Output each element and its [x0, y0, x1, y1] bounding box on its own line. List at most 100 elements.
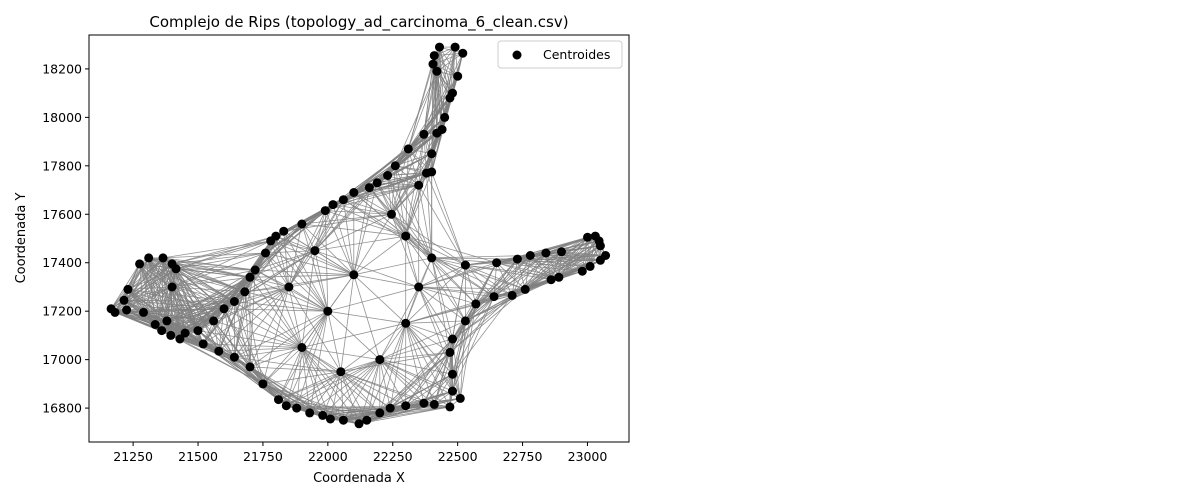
rips-edge [301, 347, 380, 360]
centroid-point [445, 402, 455, 412]
centroid-point [577, 266, 587, 276]
rips-edge [434, 52, 463, 56]
rips-edge [223, 308, 279, 400]
rips-edge [405, 322, 453, 340]
legend-marker [512, 50, 522, 60]
rips-edge [213, 320, 279, 400]
rips-edge [444, 47, 456, 118]
rips-edge [244, 291, 303, 348]
rips-edge [154, 268, 177, 325]
rips-edge [391, 153, 433, 215]
centroid-point [123, 284, 133, 294]
centroid-point [229, 297, 239, 306]
rips-edge [418, 264, 466, 288]
rips-edge [126, 268, 177, 311]
rips-edge [166, 308, 225, 322]
rips-edge [301, 223, 329, 312]
rips-edge [369, 187, 392, 215]
rips-edge [405, 323, 453, 392]
centroid-point [429, 399, 439, 409]
centroid-point [458, 48, 468, 58]
centroid-point [281, 401, 291, 411]
rips-edge [314, 187, 370, 251]
rips-edge [418, 257, 433, 288]
centroid-point [435, 42, 444, 52]
rips-edge [459, 303, 477, 399]
rips-edge [405, 296, 495, 324]
y-axis-label: Coordenada Y [14, 193, 29, 284]
rips-edge [234, 286, 290, 302]
rips-edge [314, 204, 334, 251]
y-tick-label: 17600 [42, 207, 82, 222]
x-tick-label: 22750 [503, 449, 543, 464]
centroid-point [546, 275, 556, 285]
rips-edge [278, 359, 380, 400]
legend-label: Centroides [543, 47, 610, 62]
rips-edge [343, 199, 355, 275]
centroid-point [492, 258, 502, 268]
rips-edge [249, 277, 303, 348]
rips-edge [379, 359, 425, 404]
plot-area [106, 42, 611, 429]
rips-edge [407, 75, 459, 150]
centroid-point [403, 144, 413, 154]
rips-edge [405, 286, 420, 324]
centroid-point [471, 299, 481, 309]
rips-edge [314, 250, 419, 288]
rips-edge [327, 286, 419, 312]
rips-edge [314, 210, 326, 251]
centroid-point [460, 260, 470, 270]
rips-edge [126, 286, 173, 311]
rips-edge [496, 262, 559, 278]
rips-edge [517, 258, 552, 281]
rips-edge [407, 63, 434, 150]
rips-edge [197, 330, 279, 400]
rips-edge [390, 406, 450, 409]
rips-edge [171, 252, 266, 288]
centroid-point [240, 287, 250, 297]
rips-edge [432, 64, 438, 134]
centroid-point [401, 318, 411, 328]
rips-edge [244, 274, 354, 293]
rips-edge [454, 47, 459, 77]
x-axis-label: Coordenada X [313, 471, 405, 486]
centroid-point [258, 379, 268, 389]
rips-edge [343, 199, 392, 215]
rips-edge [379, 320, 466, 360]
rips-edge [270, 240, 354, 276]
centroid-point [349, 188, 359, 197]
centroid-point [453, 71, 463, 81]
chart-title: Complejo de Rips (topology_ad_carcinoma_… [149, 13, 568, 32]
rips-edge [426, 173, 433, 258]
rips-edge [148, 257, 168, 322]
centroid-point [432, 66, 442, 76]
rips-edge [143, 291, 245, 313]
rips-edge [218, 301, 235, 352]
rips-edge [175, 268, 199, 331]
centroid-point [364, 183, 374, 193]
centroid-point [245, 272, 255, 282]
rips-edge [353, 184, 419, 193]
centroid-point [144, 253, 154, 263]
centroid-point [338, 415, 348, 425]
rips-edge [452, 303, 477, 392]
rips-edge [175, 240, 271, 270]
rips-edge [234, 347, 302, 358]
centroid-point [139, 307, 148, 317]
rips-edge [143, 257, 150, 313]
rips-edge [296, 347, 303, 409]
centroid-point [122, 305, 132, 315]
rips-edge [366, 359, 381, 421]
rips-edge [255, 269, 354, 276]
centroid-point [390, 161, 400, 171]
rips-edge [418, 286, 453, 375]
rips-edge [285, 311, 329, 406]
rips-edge [379, 359, 407, 406]
rips-edge [265, 252, 329, 312]
rips-edge [301, 347, 368, 421]
rips-edge [340, 371, 406, 407]
centroid-point [354, 419, 364, 429]
centroid-point [362, 415, 372, 425]
rips-edge [353, 182, 378, 275]
rips-edge [545, 252, 583, 272]
